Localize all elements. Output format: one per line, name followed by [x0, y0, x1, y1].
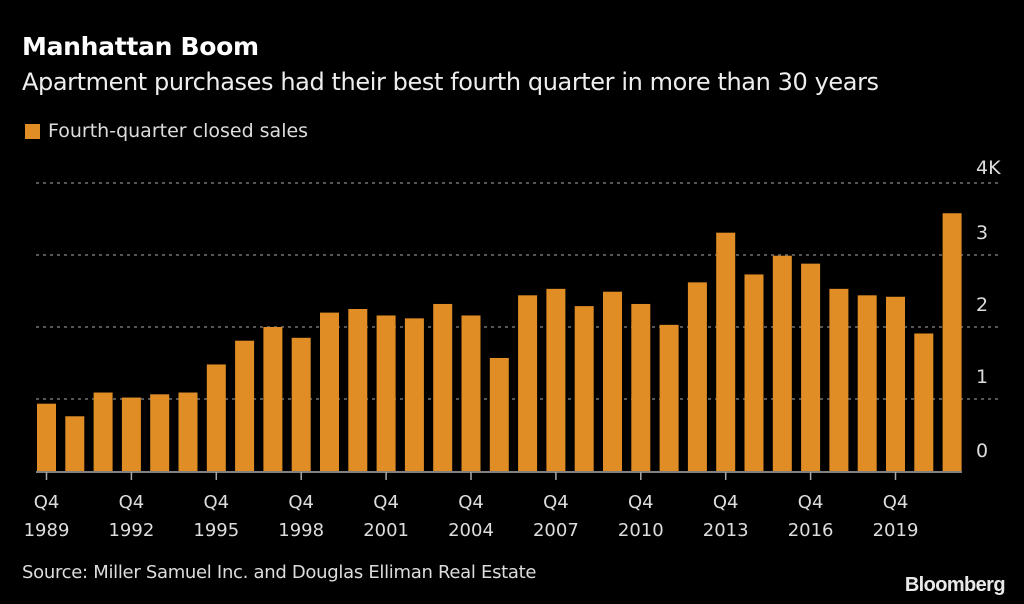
- bar: [603, 291, 622, 471]
- x-tick-label: Q4: [883, 492, 909, 513]
- x-tick-label: 2013: [703, 520, 749, 541]
- legend-label: Fourth-quarter closed sales: [48, 120, 309, 142]
- bloomberg-logo: Bloomberg: [904, 574, 1006, 596]
- x-tick-label: Q4: [373, 492, 399, 513]
- legend-swatch: [25, 123, 40, 139]
- bar: [489, 357, 509, 471]
- x-tick-label: Q4: [34, 492, 60, 513]
- x-tick-label: Q4: [628, 492, 654, 513]
- x-tick-label: 2001: [363, 520, 409, 541]
- x-tick-label: Q4: [288, 492, 314, 513]
- bar: [93, 392, 113, 471]
- bar: [801, 263, 821, 471]
- bar: [631, 303, 651, 471]
- bar: [518, 295, 538, 471]
- x-tick-label: 2010: [618, 520, 664, 541]
- y-tick-label: 1: [976, 366, 988, 388]
- bar: [404, 318, 424, 471]
- bar: [829, 288, 849, 471]
- bar: [744, 274, 764, 471]
- y-axis-labels: 0 1 2 3 4K: [976, 157, 1001, 462]
- bar: [150, 394, 170, 471]
- y-tick-label: 0: [976, 440, 988, 462]
- bar: [291, 337, 311, 471]
- source-note: Source: Miller Samuel Inc. and Douglas E…: [22, 562, 537, 583]
- x-tick-label: 2007: [533, 520, 579, 541]
- bar: [376, 315, 396, 471]
- bar: [574, 306, 594, 471]
- bar: [461, 315, 481, 471]
- bar: [348, 309, 368, 471]
- bar: [942, 213, 962, 472]
- bar: [206, 364, 226, 471]
- x-tick-label: 2016: [788, 520, 834, 541]
- gridlines: [36, 182, 1000, 400]
- bar: [546, 288, 566, 471]
- x-tick-label: 1998: [278, 520, 324, 541]
- y-tick-label: 4K: [976, 157, 1001, 179]
- x-tick-label: Q4: [713, 492, 739, 513]
- x-tick-label: Q4: [119, 492, 145, 513]
- bar: [178, 392, 198, 471]
- x-axis: Q4 1989 Q4 1992 Q4 1995 Q4 1998 Q4 2001 Q4 2004 Q4 20…: [24, 471, 962, 541]
- bar: [772, 255, 792, 471]
- bar: [235, 340, 255, 471]
- bar: [857, 295, 877, 471]
- chart-subtitle: Apartment purchases had their best fourt…: [22, 68, 879, 96]
- legend: Fourth-quarter closed sales: [25, 120, 308, 142]
- bar: [65, 416, 85, 471]
- chart-title: Manhattan Boom: [22, 32, 259, 61]
- y-tick-label: 2: [976, 294, 988, 316]
- x-tick-label: 1989: [24, 520, 70, 541]
- x-tick-label: 1992: [108, 520, 154, 541]
- bar: [886, 296, 905, 471]
- bar: [121, 397, 141, 471]
- x-tick-label: 2004: [448, 520, 494, 541]
- bar: [37, 403, 56, 471]
- bar: [320, 312, 339, 471]
- x-tick-label: Q4: [203, 492, 229, 513]
- bar: [433, 303, 453, 471]
- bar: [263, 327, 283, 471]
- x-tick-label: 2019: [873, 520, 919, 541]
- bar: [659, 324, 679, 471]
- x-tick-label: Q4: [458, 492, 484, 513]
- bar: [687, 282, 707, 471]
- y-tick-label: 3: [976, 222, 988, 244]
- bar: [914, 333, 934, 471]
- x-tick-label: 1995: [193, 520, 239, 541]
- bar: [716, 232, 736, 471]
- bars: [37, 213, 962, 472]
- x-tick-label: Q4: [798, 492, 824, 513]
- x-tick-label: Q4: [543, 492, 569, 513]
